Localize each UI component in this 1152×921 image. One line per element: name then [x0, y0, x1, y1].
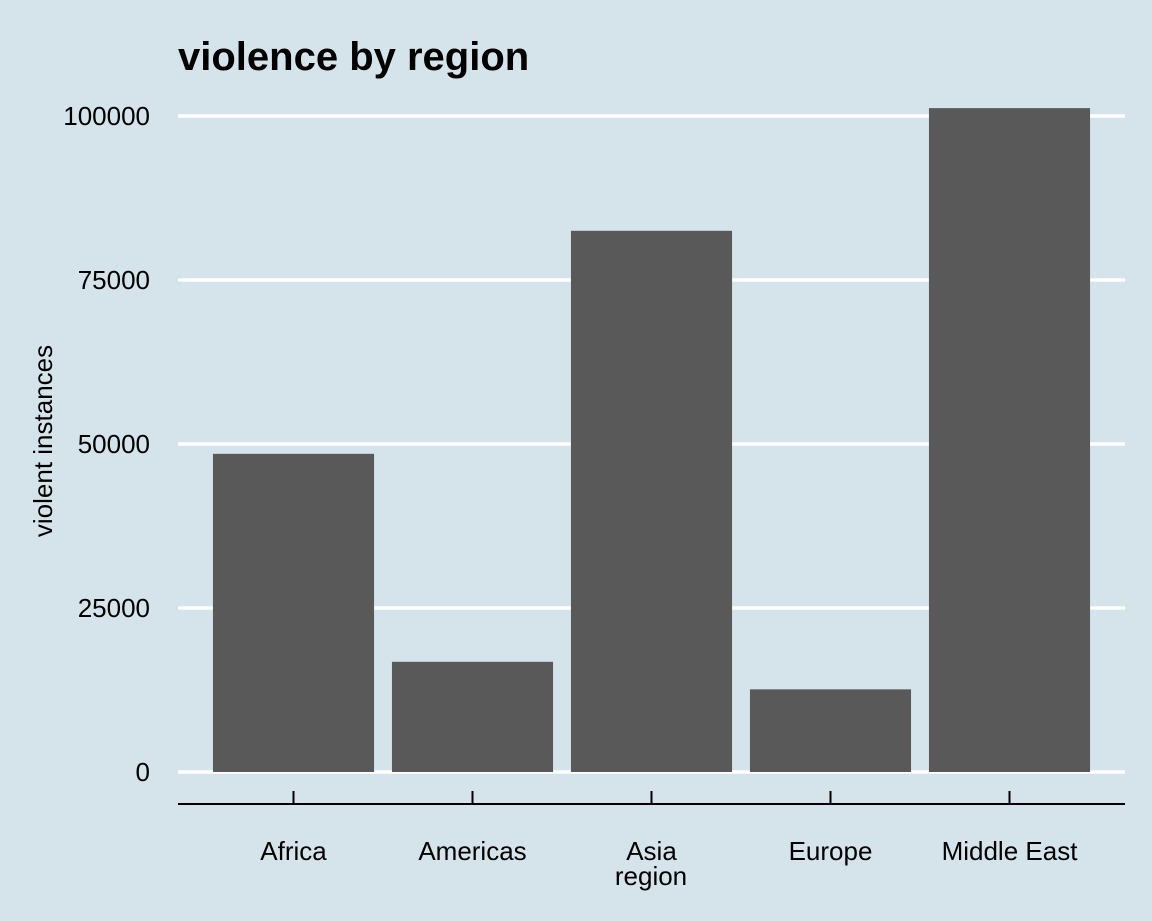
x-tick-label: Americas — [418, 836, 526, 866]
bar-asia — [570, 230, 733, 773]
x-axis-ticks: Africa Americas Asia Europe Middle East — [260, 791, 1078, 866]
y-tick-label: 25000 — [78, 593, 150, 623]
y-tick-label: 100000 — [63, 101, 150, 131]
bar-europe — [749, 689, 912, 772]
x-tick-label: Asia — [626, 836, 677, 866]
y-tick-label: 75000 — [78, 265, 150, 295]
y-axis-title: violent instances — [28, 345, 58, 537]
x-tick-label: Africa — [260, 836, 327, 866]
x-axis-title: region — [615, 861, 687, 891]
y-tick-label: 50000 — [78, 429, 150, 459]
bar-americas — [391, 661, 554, 772]
x-tick-label: Middle East — [942, 836, 1079, 866]
y-axis-tick-labels: 0 25000 50000 75000 100000 — [63, 101, 150, 787]
bars — [212, 108, 1091, 773]
chart-title: violence by region — [178, 35, 529, 79]
bar-africa — [212, 453, 375, 772]
bar-middle-east — [928, 108, 1091, 773]
x-tick-label: Europe — [789, 836, 873, 866]
y-tick-label: 0 — [136, 757, 150, 787]
